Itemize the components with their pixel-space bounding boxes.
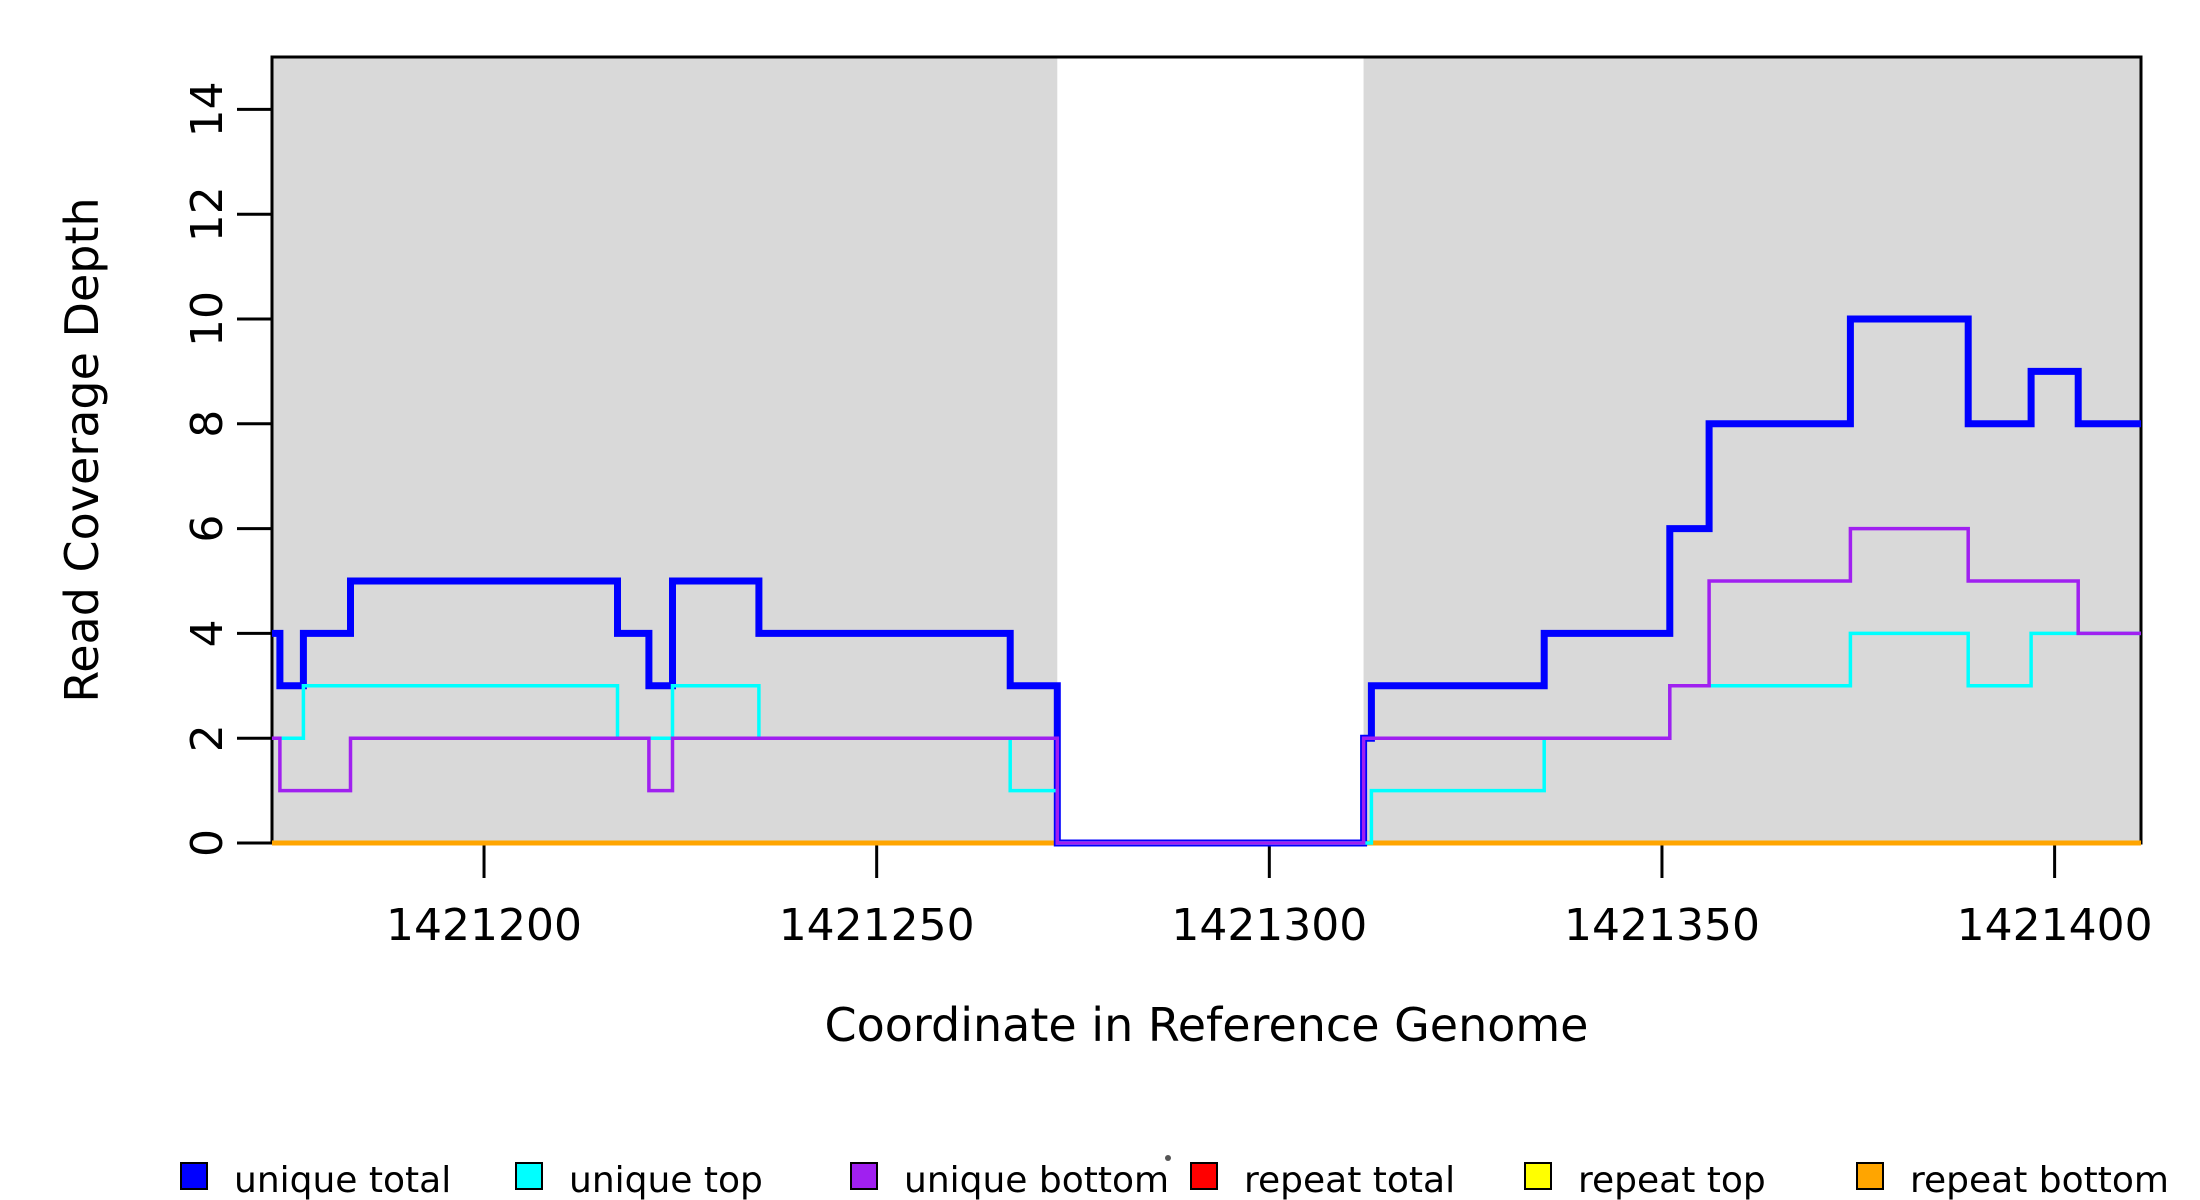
legend-label-repeat-total: repeat total (1244, 1160, 1455, 1200)
legend-swatch-repeat-total (1190, 1162, 1218, 1190)
y-tick-label: 10 (182, 291, 233, 347)
legend-label-repeat-bottom: repeat bottom (1910, 1160, 2169, 1200)
y-tick-label: 4 (182, 619, 233, 647)
x-tick-label: 1421300 (1171, 900, 1367, 951)
x-axis-title: Coordinate in Reference Genome (824, 998, 1589, 1052)
repeat-region-shading (272, 57, 1058, 843)
legend-swatch-unique-top (515, 1162, 543, 1190)
legend-swatch-repeat-top (1524, 1162, 1552, 1190)
legend-label-unique-total: unique total (234, 1160, 451, 1200)
x-tick-label: 1421400 (1957, 900, 2153, 951)
x-tick-label: 1421200 (386, 900, 582, 951)
y-tick-label: 8 (182, 410, 233, 438)
legend-label-repeat-top: repeat top (1578, 1160, 1766, 1200)
legend-swatch-unique-total (180, 1162, 208, 1190)
y-tick-label: 12 (182, 186, 233, 242)
stray-dot (1165, 1155, 1171, 1161)
x-tick-label: 1421250 (779, 900, 975, 951)
legend-label-unique-bottom: unique bottom (904, 1160, 1169, 1200)
y-tick-label: 0 (182, 829, 233, 857)
legend-swatch-repeat-bottom (1856, 1162, 1884, 1190)
y-tick-label: 6 (182, 515, 233, 543)
repeat-region-shading (1363, 57, 2141, 843)
y-tick-label: 2 (182, 724, 233, 752)
x-tick-label: 1421350 (1564, 900, 1760, 951)
y-axis-title: Read Coverage Depth (55, 197, 109, 703)
legend-label-unique-top: unique top (569, 1160, 763, 1200)
series-line-unique-bottom (272, 526, 2141, 845)
legend-swatch-unique-bottom (850, 1162, 878, 1190)
y-tick-label: 14 (182, 81, 233, 137)
